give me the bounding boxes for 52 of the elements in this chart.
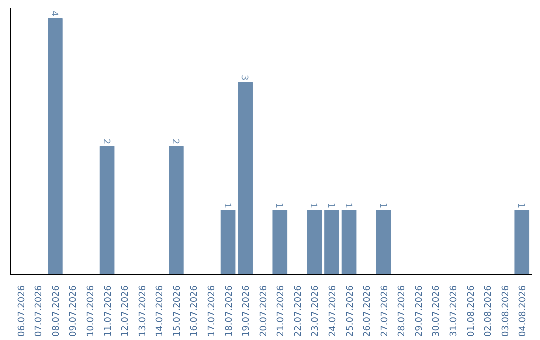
bar (238, 82, 253, 274)
data-label: 2 (100, 138, 111, 145)
x-tick-label: 18.07.2026 (224, 285, 235, 338)
data-label: 1 (274, 202, 284, 209)
x-tick-label: 31.07.2026 (449, 285, 460, 338)
x-tick-label: 29.07.2026 (414, 285, 425, 338)
x-tick-label: 01.08.2026 (466, 285, 477, 338)
x-tick-label: 16.07.2026 (190, 285, 200, 338)
x-tick-label: 27.07.2026 (380, 285, 390, 338)
x-tick-label: 23.07.2026 (311, 285, 322, 338)
x-tick-label: 07.07.2026 (34, 285, 45, 338)
bar (307, 210, 322, 274)
x-tick-label: 28.07.2026 (398, 285, 408, 338)
x-tick-label: 03.08.2026 (501, 285, 512, 338)
x-tick-label: 08.07.2026 (52, 285, 62, 338)
x-tick-label: 20.07.2026 (259, 285, 270, 338)
x-tick-label: 14.07.2026 (156, 285, 166, 338)
x-tick-label: 06.07.2026 (17, 285, 28, 338)
x-tick-label: 12.07.2026 (121, 285, 132, 338)
x-tick-label: 17.07.2026 (208, 285, 218, 338)
bar (376, 210, 392, 274)
data-label: 1 (325, 202, 336, 209)
data-label: 2 (170, 138, 180, 145)
x-tick-label: 11.07.2026 (104, 285, 114, 338)
x-tick-label: 30.07.2026 (432, 285, 442, 338)
x-tick-label: 26.07.2026 (363, 285, 374, 338)
x-tick-label: 25.07.2026 (346, 285, 356, 338)
x-tick-label: 19.07.2026 (242, 285, 252, 338)
x-tick-label: 15.07.2026 (172, 285, 183, 338)
data-label: 3 (239, 74, 250, 81)
bar (48, 18, 63, 274)
bar (324, 210, 340, 274)
bar (514, 210, 530, 274)
x-tick-label: 09.07.2026 (69, 285, 80, 338)
data-label: 1 (222, 202, 232, 209)
bar (342, 210, 357, 274)
x-tick-label: 04.08.2026 (518, 285, 529, 338)
data-label: 1 (516, 202, 526, 209)
bar (100, 146, 115, 274)
bar (220, 210, 236, 274)
x-tick-label: 22.07.2026 (294, 285, 304, 338)
bar (272, 210, 288, 274)
x-tick-label: 02.08.2026 (484, 285, 494, 338)
x-tick-label: 10.07.2026 (86, 285, 97, 338)
data-label: 4 (48, 11, 59, 18)
data-label: 1 (342, 202, 353, 209)
x-tick-label: 24.07.2026 (328, 285, 338, 338)
bar (169, 146, 184, 274)
x-tick-label: 21.07.2026 (276, 285, 287, 338)
x-tick-label: 13.07.2026 (138, 285, 148, 338)
data-label: 1 (377, 202, 388, 209)
data-label: 1 (308, 202, 318, 209)
